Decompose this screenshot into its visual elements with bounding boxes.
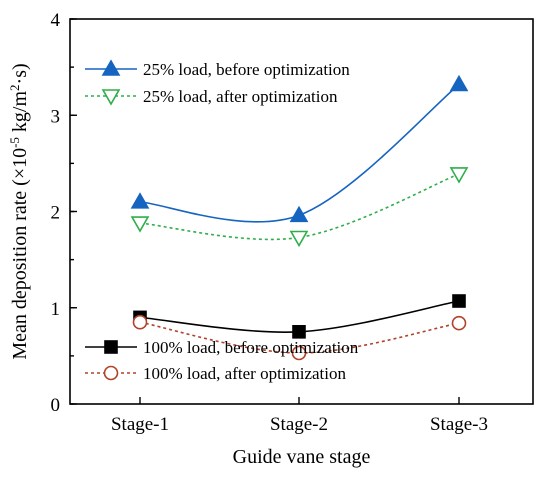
legend-item: 100% load, after optimization xyxy=(85,364,346,383)
series-marker xyxy=(132,314,148,330)
y-axis-title-unit: kg/m xyxy=(9,90,31,137)
legend-label: 25% load, before optimization xyxy=(143,60,350,79)
series-3 xyxy=(133,294,466,339)
y-axis-title: Mean deposition rate (×10-5 kg/m2·s) xyxy=(7,63,31,359)
y-axis-title-prefix: Mean deposition rate (×10 xyxy=(9,148,31,360)
series-4 xyxy=(132,314,467,361)
series-marker xyxy=(449,167,469,184)
series-layer xyxy=(130,74,469,361)
series-2 xyxy=(130,167,469,248)
legend-marker xyxy=(103,365,119,381)
y-axis-title-unit-exponent: 2 xyxy=(7,84,22,91)
legend-bottom-left: 100% load, before optimization 100% load,… xyxy=(85,338,359,383)
y-tick-label: 4 xyxy=(51,10,61,31)
legend-marker xyxy=(101,89,121,106)
legend-marker xyxy=(101,59,121,76)
legend-layer: 25% load, before optimization 25% load, a… xyxy=(85,59,359,383)
legend-label: 100% load, after optimization xyxy=(143,364,346,383)
axes: 0 1 2 3 4 Stage-1 Stage-2 Stage-3 xyxy=(51,10,534,435)
x-axis-title: Guide vane stage xyxy=(233,446,371,468)
legend-label: 100% load, before optimization xyxy=(143,338,359,357)
legend-label: 25% load, after optimization xyxy=(143,87,338,106)
y-axis-title-exponent: -5 xyxy=(7,137,22,148)
series-marker xyxy=(130,216,150,233)
series-marker xyxy=(291,345,307,361)
legend-item: 25% load, before optimization xyxy=(85,59,350,79)
legend-marker xyxy=(104,340,118,354)
x-tick-label: Stage-3 xyxy=(430,414,488,435)
series-marker xyxy=(130,192,150,209)
series-marker xyxy=(289,205,309,223)
y-tick-label: 0 xyxy=(51,395,61,416)
legend-item: 25% load, after optimization xyxy=(85,87,338,106)
y-axis-title-suffix: ·s) xyxy=(9,63,31,84)
legend-item: 100% load, before optimization xyxy=(85,338,359,357)
series-marker xyxy=(451,315,467,331)
y-tick-label: 2 xyxy=(51,203,61,224)
x-tick-label: Stage-1 xyxy=(111,414,169,435)
series-marker xyxy=(292,325,306,339)
legend-top-left: 25% load, before optimization 25% load, a… xyxy=(85,59,350,106)
y-tick-label: 3 xyxy=(51,106,61,127)
series-marker xyxy=(452,294,466,308)
y-tick-label: 1 xyxy=(51,299,61,320)
x-tick-label: Stage-2 xyxy=(270,414,328,435)
series-marker xyxy=(289,230,309,248)
series-marker xyxy=(449,74,469,92)
series-1 xyxy=(130,74,469,223)
